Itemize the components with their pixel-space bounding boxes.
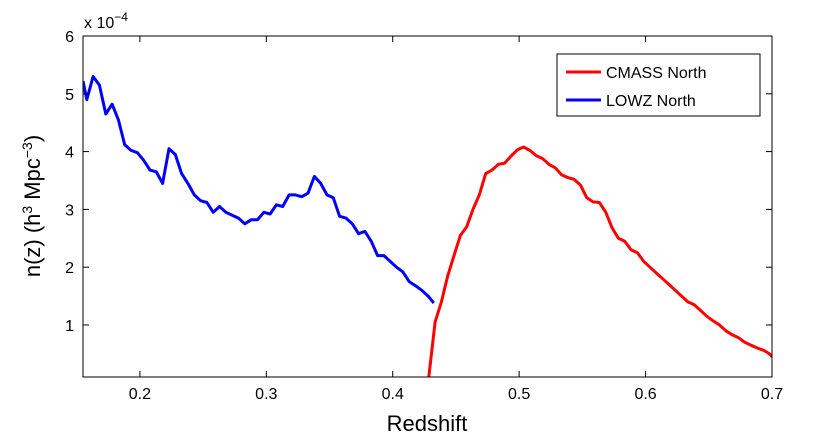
series-layer	[83, 75, 772, 377]
x-tick-label: 0.7	[761, 386, 783, 403]
legend: CMASS North LOWZ North	[556, 53, 761, 117]
labels-layer: 0.2 0.3 0.4 0.5 0.6 0.7 1 2 3 4 5 6	[65, 29, 783, 403]
y-tick-label: 6	[65, 29, 74, 46]
x-tick-label: 0.5	[508, 386, 530, 403]
y-label-sup2: −3	[19, 142, 35, 158]
y-label-sup1: 3	[19, 206, 35, 214]
series-line-lowz-north	[83, 75, 435, 304]
x-tick-label: 0.6	[634, 386, 656, 403]
y-multiplier-exponent: −4	[114, 10, 128, 24]
y-tick-label: 3	[65, 202, 74, 219]
x-tick-label: 0.3	[255, 386, 277, 403]
ticks-layer	[83, 35, 773, 377]
legend-label-lowz: LOWZ North	[606, 93, 696, 110]
y-label-prefix: n(z) (h	[20, 214, 45, 278]
series-line-cmass-north	[427, 145, 772, 377]
plot-frame	[82, 35, 773, 378]
y-tick-label: 2	[65, 260, 74, 277]
y-axis-multiplier: x 10−4	[84, 10, 128, 32]
x-tick-label: 0.4	[382, 386, 404, 403]
y-axis-label: n(z) (h3 Mpc−3)	[19, 135, 45, 277]
y-tick-label: 1	[65, 318, 74, 335]
y-label-mid: Mpc	[20, 158, 45, 206]
y-multiplier-base: x 10	[84, 15, 114, 32]
y-tick-label: 5	[65, 87, 74, 104]
x-tick-label: 0.2	[129, 386, 151, 403]
y-label-suffix: )	[20, 135, 45, 142]
x-axis-label: Redshift	[387, 411, 468, 436]
y-tick-label: 4	[65, 145, 74, 162]
legend-label-cmass: CMASS North	[606, 65, 706, 82]
legend-box	[556, 53, 761, 117]
